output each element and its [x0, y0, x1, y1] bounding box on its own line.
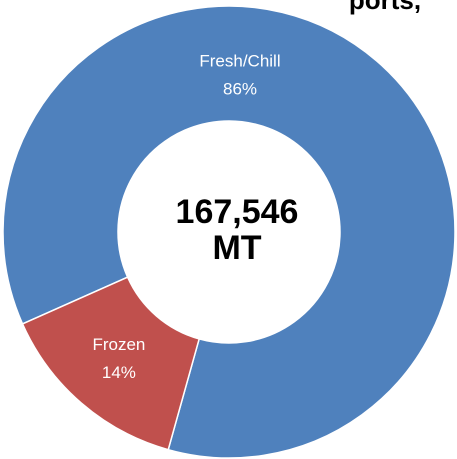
value-label: 86%: [223, 79, 257, 98]
center-text: 167,546: [176, 193, 299, 231]
donut-slice: [2, 5, 456, 459]
category-label: Frozen: [92, 335, 145, 354]
center-text: MT: [212, 229, 261, 267]
value-label: 14%: [102, 363, 136, 382]
donut-slice: [21, 276, 201, 451]
category-label: Fresh/Chill: [199, 51, 280, 70]
chart-title: ports,: [349, 0, 421, 15]
